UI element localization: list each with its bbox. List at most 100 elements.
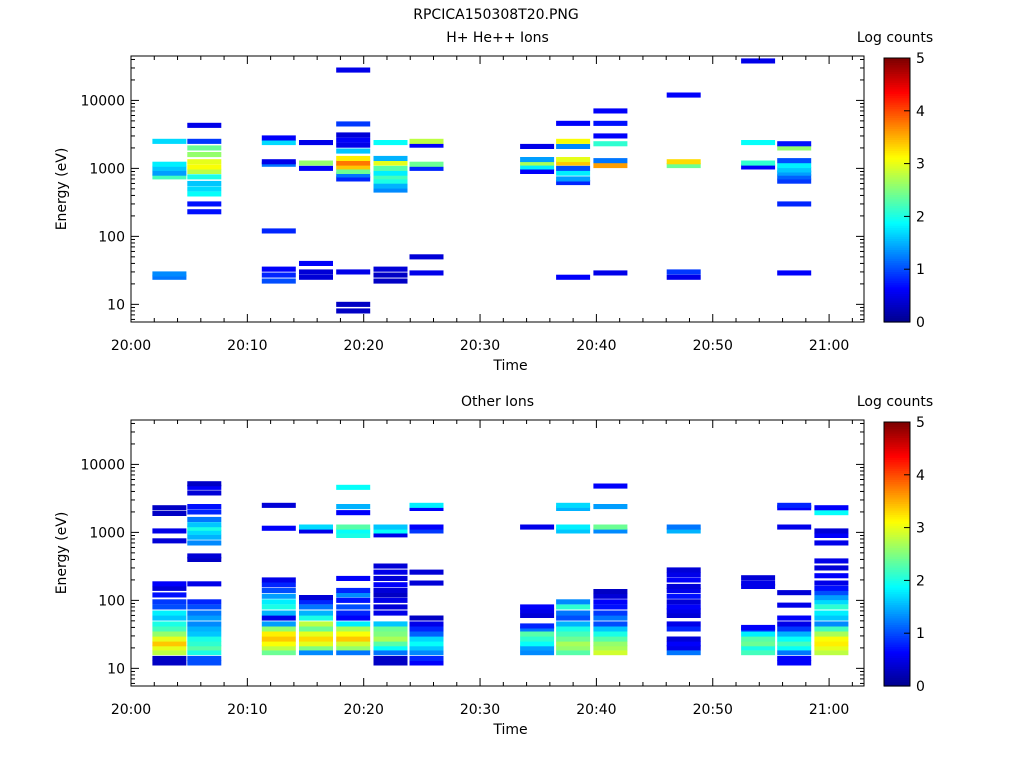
colorbar-swatch: [884, 135, 910, 138]
colorbar-swatch: [884, 481, 910, 485]
colorbar-swatch: [884, 562, 910, 566]
heatmap-cell: [373, 272, 408, 278]
colorbar-swatch: [884, 157, 910, 160]
heatmap-cell: [187, 209, 222, 215]
heatmap-cell: [152, 655, 187, 661]
x-tick-label: 20:40: [576, 338, 616, 354]
heatmap-cell: [336, 575, 371, 581]
colorbar-swatch: [884, 247, 910, 250]
heatmap-cell: [152, 170, 187, 176]
heatmap-cell: [556, 170, 591, 176]
heatmap-cell: [666, 593, 701, 599]
heatmap-cell: [336, 587, 371, 593]
colorbar-swatch: [884, 551, 910, 555]
colorbar-swatch: [884, 69, 910, 72]
y-axis: 10 100 1000 10000 Energy (eV): [54, 58, 864, 320]
heatmap-cell: [152, 538, 187, 544]
heatmap-cell: [741, 575, 776, 581]
heatmap-cell: [409, 655, 444, 661]
heatmap-cell: [666, 604, 701, 610]
heatmap-cell: [373, 645, 408, 651]
heatmap-cell: [187, 484, 222, 490]
colorbar-swatch: [884, 554, 910, 557]
heatmap-cell: [336, 641, 371, 647]
colorbar-swatch: [884, 256, 910, 259]
colorbar-swatch: [884, 514, 910, 518]
colorbar-swatch: [884, 602, 910, 606]
y-tick-label: 10000: [80, 457, 125, 473]
heatmap-cell: [373, 597, 408, 603]
y-tick-label: 10000: [80, 93, 125, 109]
heatmap-cell: [299, 260, 333, 266]
heatmap-cell: [520, 524, 555, 530]
colorbar-tick-label: 5: [916, 51, 925, 67]
colorbar-swatch: [884, 302, 910, 305]
heatmap-cell: [299, 621, 333, 627]
heatmap-cell: [336, 610, 371, 616]
colorbar-swatch: [884, 591, 910, 595]
heatmap-cell: [556, 604, 591, 610]
colorbar-swatch: [884, 666, 910, 669]
heatmap-cell: [593, 641, 628, 647]
heatmap-cell: [666, 92, 701, 98]
colorbar-swatch: [884, 62, 910, 66]
heatmap-cell: [666, 572, 701, 578]
colorbar-swatch: [884, 73, 910, 77]
heatmap-cell: [520, 612, 555, 618]
colorbar-swatch: [884, 472, 910, 476]
colorbar-swatch: [884, 463, 910, 467]
colorbar-swatch: [884, 289, 910, 292]
heatmap-cell: [299, 269, 333, 275]
heatmap-cell: [187, 191, 222, 197]
colorbar-swatch: [884, 582, 910, 586]
colorbar-swatch: [884, 185, 910, 189]
heatmap-cell: [373, 160, 408, 166]
colorbar-swatch: [884, 655, 910, 658]
heatmap-cell: [187, 660, 222, 666]
heatmap-cell: [261, 615, 296, 621]
colorbar-tick-label: 2: [916, 573, 925, 589]
colorbar-swatch: [884, 313, 910, 316]
x-axis: 20:00 20:10 20:20 20:30 20:40 20:50 21:00 Time: [111, 56, 853, 374]
heatmap-cell: [299, 610, 333, 616]
colorbar-swatch: [884, 88, 910, 92]
heatmap-cell: [666, 528, 701, 534]
heatmap-cell: [152, 650, 187, 656]
colorbar-swatch: [884, 648, 910, 652]
heatmap-cell: [741, 164, 776, 170]
colorbar-swatch: [884, 284, 910, 288]
heatmap-cell: [741, 160, 776, 166]
colorbar-swatch: [884, 617, 910, 621]
heatmap-cell: [814, 631, 849, 637]
heatmap-cell: [777, 636, 812, 642]
colorbar-swatch: [884, 653, 910, 656]
heatmap-cell: [336, 132, 371, 138]
heatmap-cell: [556, 610, 591, 616]
colorbar-swatch: [884, 501, 910, 504]
heatmap-cell: [814, 595, 849, 601]
heatmap-cell: [556, 528, 591, 534]
heatmap-cell: [373, 582, 408, 588]
heatmap-cell: [777, 621, 812, 627]
heatmap-cell: [373, 524, 408, 530]
heatmap-cell: [261, 650, 296, 656]
y-tick-label: 10: [107, 297, 125, 313]
heatmap-cell: [261, 140, 296, 146]
heatmap-cell: [187, 180, 222, 186]
colorbar-swatch: [884, 675, 910, 678]
colorbar-swatch: [884, 637, 910, 641]
heatmap-cell: [152, 161, 187, 167]
colorbar-swatch: [884, 128, 910, 132]
heatmap-cell: [777, 170, 812, 176]
colorbar-swatch: [884, 587, 910, 590]
colorbar-swatch: [884, 91, 910, 94]
colorbar-swatch: [884, 311, 910, 314]
heatmap-cell: [373, 178, 408, 184]
colorbar-swatch: [884, 212, 910, 215]
heatmap-cell: [556, 157, 591, 163]
heatmap-cell: [261, 577, 296, 583]
heatmap-cell: [187, 581, 222, 587]
heatmap-cell: [336, 121, 371, 127]
y-tick-label: 1000: [89, 525, 125, 541]
heatmap-cell: [152, 528, 187, 534]
